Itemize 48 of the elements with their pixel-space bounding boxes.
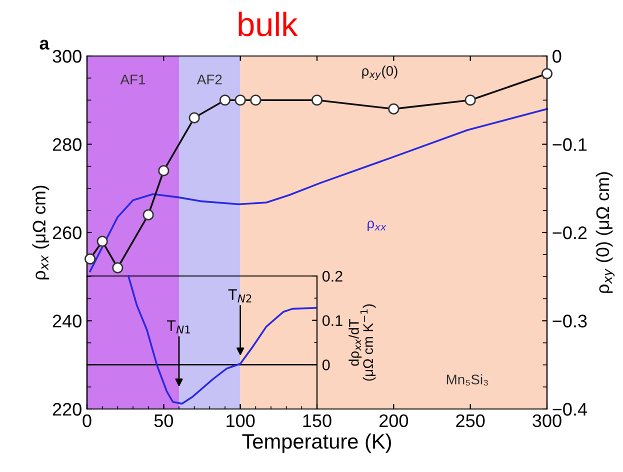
x-tick-label: 250	[456, 414, 485, 428]
y-tick-label: 300	[52, 50, 82, 63]
point	[234, 94, 246, 106]
point	[188, 112, 200, 124]
y-tick-label: 260	[52, 226, 82, 240]
x-tick-label: 150	[303, 414, 332, 428]
annotation: T$_{N2}$	[228, 289, 252, 302]
x-tick-label: 300	[532, 414, 562, 428]
annotation: T$_{N1}$	[166, 320, 190, 334]
point	[142, 209, 154, 220]
line-series	[89, 108, 548, 272]
y-tick-label: 0	[322, 360, 330, 370]
y2-tick-label: −0.2	[552, 226, 587, 240]
x-axis-title: Temperature (K)	[242, 433, 391, 453]
series-label: ρ$_{xy}$(0)	[362, 66, 398, 80]
y2-tick-label: −0.4	[552, 402, 587, 416]
point	[464, 94, 476, 106]
x-tick-label: 200	[380, 414, 408, 428]
y-tick-label: 0.1	[322, 315, 342, 326]
point	[311, 94, 323, 106]
point	[541, 68, 553, 80]
x-tick-label: 0	[82, 414, 92, 428]
point	[96, 236, 108, 247]
y-axis-title: ρ$_{xx}$ (μΩ cm)	[32, 186, 50, 280]
point	[158, 165, 170, 176]
y2-axis-title: ρ$_{xy}$ (0) (μΩ cm)	[596, 172, 615, 293]
band-label: AF1	[120, 74, 146, 84]
point	[219, 94, 231, 106]
y2-tick-label: −0.1	[552, 138, 587, 151]
y-axis-title: dρ$_{xx}$/dT (μΩ cm K$^{−1}$)	[348, 304, 376, 381]
chart-title: bulk	[238, 12, 298, 36]
y-tick-label: 280	[52, 138, 82, 151]
y-tick-label: 220	[52, 402, 82, 416]
point	[388, 103, 400, 115]
x-tick-label: 50	[154, 414, 174, 428]
text: a	[40, 40, 50, 50]
point	[112, 262, 124, 274]
y-tick-label: 240	[52, 314, 82, 328]
y2-tick-label: 0	[552, 50, 562, 63]
line-series	[127, 275, 316, 405]
y-tick-label: 0.2	[322, 270, 342, 282]
point	[84, 253, 96, 265]
band-label: AF2	[196, 74, 222, 84]
y2-tick-label: −0.3	[552, 314, 587, 328]
annotation: Mn₅Si₃	[446, 374, 488, 386]
x-tick-label: 100	[226, 414, 255, 428]
point	[250, 94, 262, 106]
text: ρ$_{xx}$	[368, 220, 386, 232]
